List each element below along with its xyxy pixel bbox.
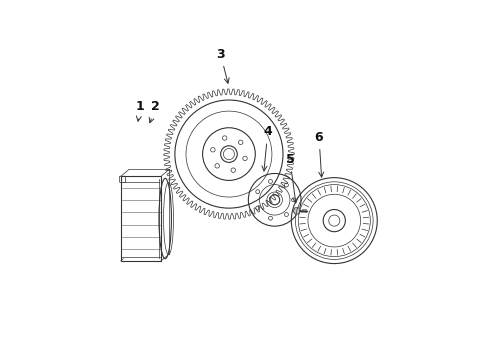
Polygon shape [293,208,300,214]
Text: 6: 6 [315,131,324,177]
Text: 3: 3 [216,48,229,83]
Text: 4: 4 [262,125,272,171]
Text: 5: 5 [286,153,297,203]
Text: 1: 1 [136,100,145,121]
Text: 2: 2 [149,100,160,123]
